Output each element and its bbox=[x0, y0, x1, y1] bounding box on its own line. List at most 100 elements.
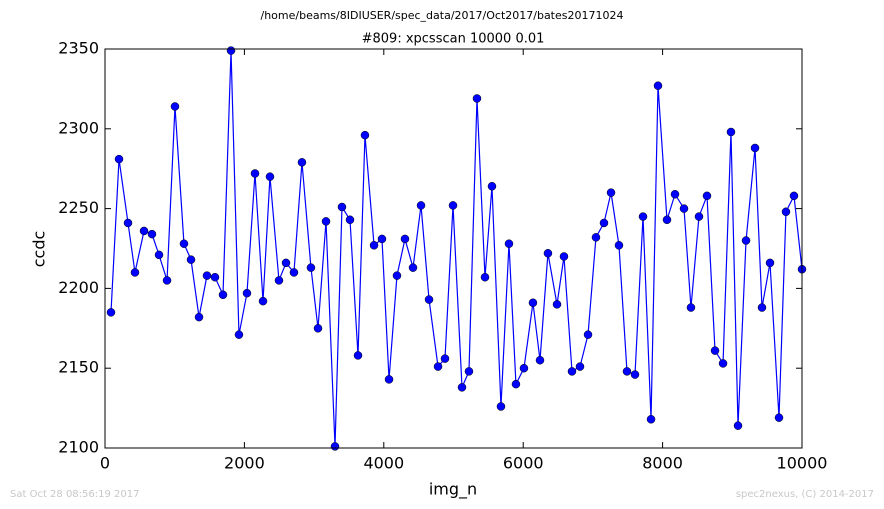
data-point bbox=[487, 182, 497, 191]
data-point bbox=[519, 363, 529, 373]
data-point bbox=[718, 359, 728, 368]
x-axis-label: img_n bbox=[429, 480, 477, 500]
y-tick-label: 2100 bbox=[58, 438, 99, 457]
data-point bbox=[321, 217, 331, 226]
data-point bbox=[234, 330, 244, 339]
y-axis-label: ccdc bbox=[30, 231, 49, 268]
data-point bbox=[139, 226, 149, 236]
suptitle: /home/beams/8IDIUSER/spec_data/2017/Oct2… bbox=[261, 9, 624, 22]
y-tick-label: 2200 bbox=[58, 278, 99, 297]
data-point bbox=[606, 188, 616, 197]
data-point bbox=[194, 312, 204, 322]
data-point bbox=[622, 367, 632, 376]
data-point bbox=[726, 127, 736, 137]
data-point bbox=[384, 375, 394, 384]
x-tick-label: 10000 bbox=[777, 454, 828, 473]
data-point bbox=[774, 413, 784, 422]
data-point bbox=[464, 367, 474, 376]
plot-frame bbox=[104, 48, 803, 449]
data-point bbox=[686, 303, 696, 312]
data-point bbox=[710, 346, 720, 355]
data-point bbox=[130, 268, 140, 277]
data-point bbox=[757, 303, 767, 312]
data-point bbox=[313, 324, 323, 333]
data-point bbox=[202, 271, 212, 280]
data-point bbox=[480, 272, 490, 282]
data-point bbox=[781, 207, 791, 217]
data-point bbox=[440, 354, 450, 363]
data-point bbox=[653, 81, 663, 90]
data-point bbox=[424, 295, 434, 304]
footer-left: Sat Oct 28 08:56:19 2017 bbox=[10, 489, 140, 500]
data-point bbox=[528, 298, 538, 308]
data-point bbox=[448, 201, 458, 210]
data-point bbox=[733, 421, 743, 430]
data-point bbox=[433, 362, 443, 371]
data-point bbox=[750, 143, 760, 153]
data-point bbox=[297, 158, 307, 167]
data-point bbox=[242, 288, 252, 298]
data-point bbox=[543, 249, 553, 258]
data-point bbox=[575, 362, 585, 371]
data-point bbox=[789, 191, 799, 201]
data-point bbox=[400, 234, 410, 244]
data-point bbox=[123, 218, 133, 228]
data-point bbox=[170, 102, 180, 111]
data-point bbox=[496, 402, 506, 411]
data-point bbox=[646, 415, 656, 424]
x-tick-label: 2000 bbox=[224, 454, 265, 473]
data-point bbox=[694, 212, 704, 221]
footer-right: spec2nexus, (C) 2014-2017 bbox=[736, 489, 874, 500]
y-tick-label: 2250 bbox=[58, 198, 99, 217]
data-point bbox=[210, 272, 220, 282]
data-point bbox=[179, 239, 189, 248]
data-point bbox=[599, 218, 609, 228]
chart-title: #809: xpcsscan 10000 0.01 bbox=[362, 32, 545, 47]
data-point bbox=[289, 268, 299, 277]
data-point bbox=[679, 204, 689, 213]
data-point bbox=[353, 351, 363, 360]
data-point bbox=[408, 263, 418, 272]
data-point bbox=[274, 276, 284, 285]
data-point bbox=[416, 201, 426, 210]
data-point bbox=[369, 241, 379, 250]
data-point bbox=[337, 202, 347, 212]
data-point bbox=[511, 379, 521, 389]
data-point bbox=[614, 241, 624, 250]
data-point bbox=[583, 330, 593, 339]
data-point bbox=[265, 172, 275, 181]
data-point bbox=[226, 46, 236, 55]
data-point bbox=[345, 215, 355, 225]
data-point bbox=[162, 276, 172, 285]
data-point bbox=[106, 308, 116, 317]
data-point bbox=[360, 130, 370, 140]
data-point bbox=[306, 263, 316, 272]
x-tick-label: 4000 bbox=[363, 454, 404, 473]
data-point bbox=[218, 290, 228, 300]
data-point bbox=[281, 258, 291, 268]
data-point bbox=[559, 252, 569, 261]
data-point bbox=[258, 296, 268, 306]
data-point bbox=[741, 236, 751, 245]
x-tick-label: 6000 bbox=[503, 454, 544, 473]
x-tick-label: 8000 bbox=[642, 454, 683, 473]
data-point bbox=[765, 258, 775, 268]
data-point bbox=[186, 255, 196, 264]
data-point bbox=[552, 300, 562, 309]
data-point bbox=[392, 271, 402, 280]
x-tick-label: 0 bbox=[100, 454, 110, 473]
data-point bbox=[377, 234, 387, 244]
data-point bbox=[670, 189, 680, 199]
data-point bbox=[114, 154, 124, 164]
data-point bbox=[591, 233, 601, 242]
data-point bbox=[638, 212, 648, 221]
data-point bbox=[662, 215, 672, 225]
data-point bbox=[330, 442, 340, 451]
data-point bbox=[535, 355, 545, 365]
data-point bbox=[472, 94, 482, 103]
y-tick-label: 2300 bbox=[58, 118, 99, 137]
data-point bbox=[457, 383, 467, 392]
data-point bbox=[702, 191, 712, 201]
data-point bbox=[154, 250, 164, 260]
